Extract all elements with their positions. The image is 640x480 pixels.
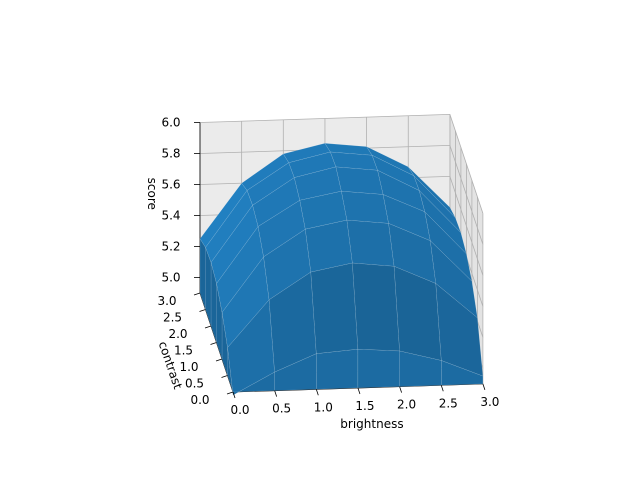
surface-facet [346,219,395,267]
y-tick-label: 1.0 [179,360,198,374]
y-tick-label: 1.5 [174,344,193,358]
surface-facet [335,166,384,195]
y-tick-label: 2.5 [163,311,182,325]
x-tick-label: 3.0 [480,395,499,409]
y-tick-mark [226,391,234,395]
x-tick-mark [315,389,319,396]
x-tick-label: 1.5 [355,399,374,413]
surface-skirt-front [357,348,400,389]
z-tick-label: 5.4 [161,209,180,223]
y-tick-label: 3.0 [157,294,176,308]
y-tick-mark [221,375,228,378]
z-tick-label: 5.8 [161,147,180,161]
x-tick-label: 2.0 [397,398,416,412]
y-tick-mark [204,325,212,329]
y-tick-mark [199,309,206,312]
y-tick-mark [193,292,201,296]
side-grid-z [449,176,484,276]
surface-facet [352,262,400,352]
back-grid-z [199,114,450,123]
z-axis-label: score [145,178,159,210]
x-tick-label: 0.0 [230,403,249,417]
x-tick-mark [440,385,444,392]
axis-ticks: 0.0 0.5 1.0 1.5 2.0 2.5 3.0 0.0 0.5 1.0 1.5 2.0 2.5 3… [157,116,499,418]
surface-facet [435,282,484,377]
y-tick-label: 2.0 [168,327,187,341]
surface-facet [310,262,359,354]
y-tick-mark [215,358,223,362]
z-tick-label: 5.2 [161,240,180,254]
surface-skirt-front [316,348,359,390]
y-tick-mark [210,342,217,345]
z-tick-label: 5.0 [161,271,180,285]
surface-skirt-left [199,237,206,310]
surface-facet [341,190,389,224]
x-tick-mark [274,390,278,397]
y-tick-label: 0.0 [190,393,209,407]
y-tick-label: 0.5 [185,377,204,391]
x-tick-label: 0.5 [272,402,291,416]
x-tick-mark [482,383,486,391]
x-tick-mark [232,391,236,399]
z-tick-label: 6.0 [161,116,180,130]
x-tick-label: 2.5 [439,396,458,410]
x-tick-mark [399,386,402,393]
side-grid-z [449,145,484,245]
x-axis-label: brightness [340,417,403,431]
z-tick-label: 5.6 [161,178,180,192]
side-grid-z [449,114,484,214]
x-tick-mark [357,387,361,395]
x-tick-label: 1.0 [314,400,333,414]
